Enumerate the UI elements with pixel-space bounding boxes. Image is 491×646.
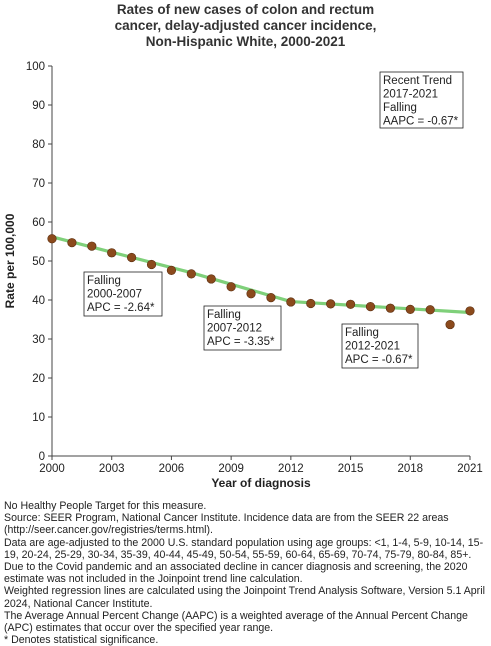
- footnotes: No Healthy People Target for this measur…: [4, 500, 490, 646]
- data-point-2018: [405, 304, 415, 314]
- annotation-frame: [341, 323, 419, 369]
- data-point-2010: [246, 289, 256, 299]
- data-point-2001: [67, 238, 77, 248]
- x-tick-label: 2015: [338, 463, 364, 475]
- x-tick-label: 2009: [218, 463, 244, 475]
- annotation-line: 2017-2021: [383, 89, 438, 101]
- annotation-line: Falling: [345, 327, 379, 339]
- y-tick-label: 40: [32, 295, 45, 307]
- annotation-line: 2012-2021: [345, 341, 400, 353]
- footnote-1: No Healthy People Target for this measur…: [4, 500, 207, 512]
- data-point-2014: [326, 299, 336, 309]
- data-point-2009: [226, 282, 236, 292]
- annotation-line: AAPC = -0.67*: [383, 116, 459, 128]
- data-point-2005: [146, 259, 157, 270]
- data-point-2019: [425, 305, 435, 315]
- data-point-2021: [465, 306, 475, 316]
- footnote-3: Data are age-adjusted to the 2000 U.S. s…: [4, 536, 484, 561]
- x-tick-label: 2018: [397, 463, 423, 475]
- y-tick-label: 30: [32, 334, 45, 346]
- y-tick-label: 80: [32, 139, 45, 151]
- title-line-3: Non-Hispanic White, 2000-2021: [145, 34, 346, 49]
- y-tick-label: 0: [39, 451, 45, 463]
- footnote-5: Weighted regression lines are calculated…: [4, 585, 485, 610]
- annotation-frame: [203, 305, 282, 351]
- y-tick-label: 50: [32, 256, 45, 268]
- data-point-2013: [306, 298, 316, 309]
- x-axis-title: Year of diagnosis: [211, 476, 311, 490]
- data-point-2015: [345, 299, 356, 309]
- y-tick-label: 60: [32, 217, 45, 229]
- y-axis-title: Rate per 100,000: [3, 213, 17, 308]
- data-point-2004: [127, 252, 137, 263]
- x-tick-label: 2006: [159, 463, 185, 475]
- data-point-2017: [385, 303, 395, 313]
- annotation-line: APC = -2.64*: [87, 302, 155, 314]
- y-tick-label: 70: [32, 178, 45, 190]
- annotation-line: Recent Trend: [383, 75, 452, 87]
- footnote-4: Due to the Covid pandemic and an associa…: [4, 561, 468, 586]
- data-point-2011: [266, 293, 276, 303]
- observed-points: [47, 234, 475, 330]
- axes: 0 10 20 30 40 50 60 70 80 90 100 2000 2003 2006 2009 20…: [3, 61, 483, 490]
- footnote-6: The Average Annual Percent Change (AAPC)…: [4, 609, 468, 635]
- trend-lines: [50, 235, 472, 315]
- data-point-2016: [365, 302, 376, 312]
- y-tick-label: 90: [32, 100, 45, 112]
- annotation-line: Falling: [207, 309, 241, 321]
- data-point-2002: [87, 241, 97, 251]
- annotation-line: Falling: [87, 275, 121, 287]
- annotation-line: 2000-2007: [87, 289, 142, 301]
- footnote-7: * Denotes statistical significance.: [4, 634, 159, 646]
- trend-line: [50, 235, 472, 315]
- x-tick-label: 2021: [457, 463, 483, 475]
- chart-canvas: 0 10 20 30 40 50 60 70 80 90 100 2000 2003 2006 2009 20…: [3, 61, 483, 490]
- chart-title: Rates of new cases of colon and rectum c…: [0, 2, 491, 50]
- data-point-2000: [47, 234, 57, 244]
- annotation-frame: [83, 271, 163, 317]
- data-point-2003: [107, 248, 117, 258]
- data-point-2007: [186, 269, 196, 279]
- y-tick-label: 10: [32, 412, 45, 424]
- annotation-line: Falling: [383, 102, 417, 114]
- annotation-frame: [379, 71, 464, 129]
- annotation-line: APC = -3.35*: [207, 336, 275, 348]
- annotation-line: 2007-2012: [207, 323, 262, 335]
- footnote-2: Source: SEER Program, National Cancer In…: [4, 512, 449, 537]
- data-point-2020: [445, 319, 455, 330]
- y-tick-label: 20: [32, 373, 45, 385]
- annotation-line: APC = -0.67*: [345, 354, 413, 366]
- data-point-2006: [166, 265, 177, 275]
- x-tick-label: 2000: [39, 463, 65, 475]
- title-line-2: cancer, delay-adjusted cancer incidence,: [114, 18, 377, 33]
- x-tick-label: 2012: [278, 463, 304, 475]
- data-point-2008: [206, 274, 216, 284]
- title-line-1: Rates of new cases of colon and rectum: [116, 2, 375, 17]
- x-tick-label: 2003: [99, 463, 125, 475]
- y-tick-label: 100: [26, 61, 45, 73]
- data-point-2012: [286, 297, 296, 307]
